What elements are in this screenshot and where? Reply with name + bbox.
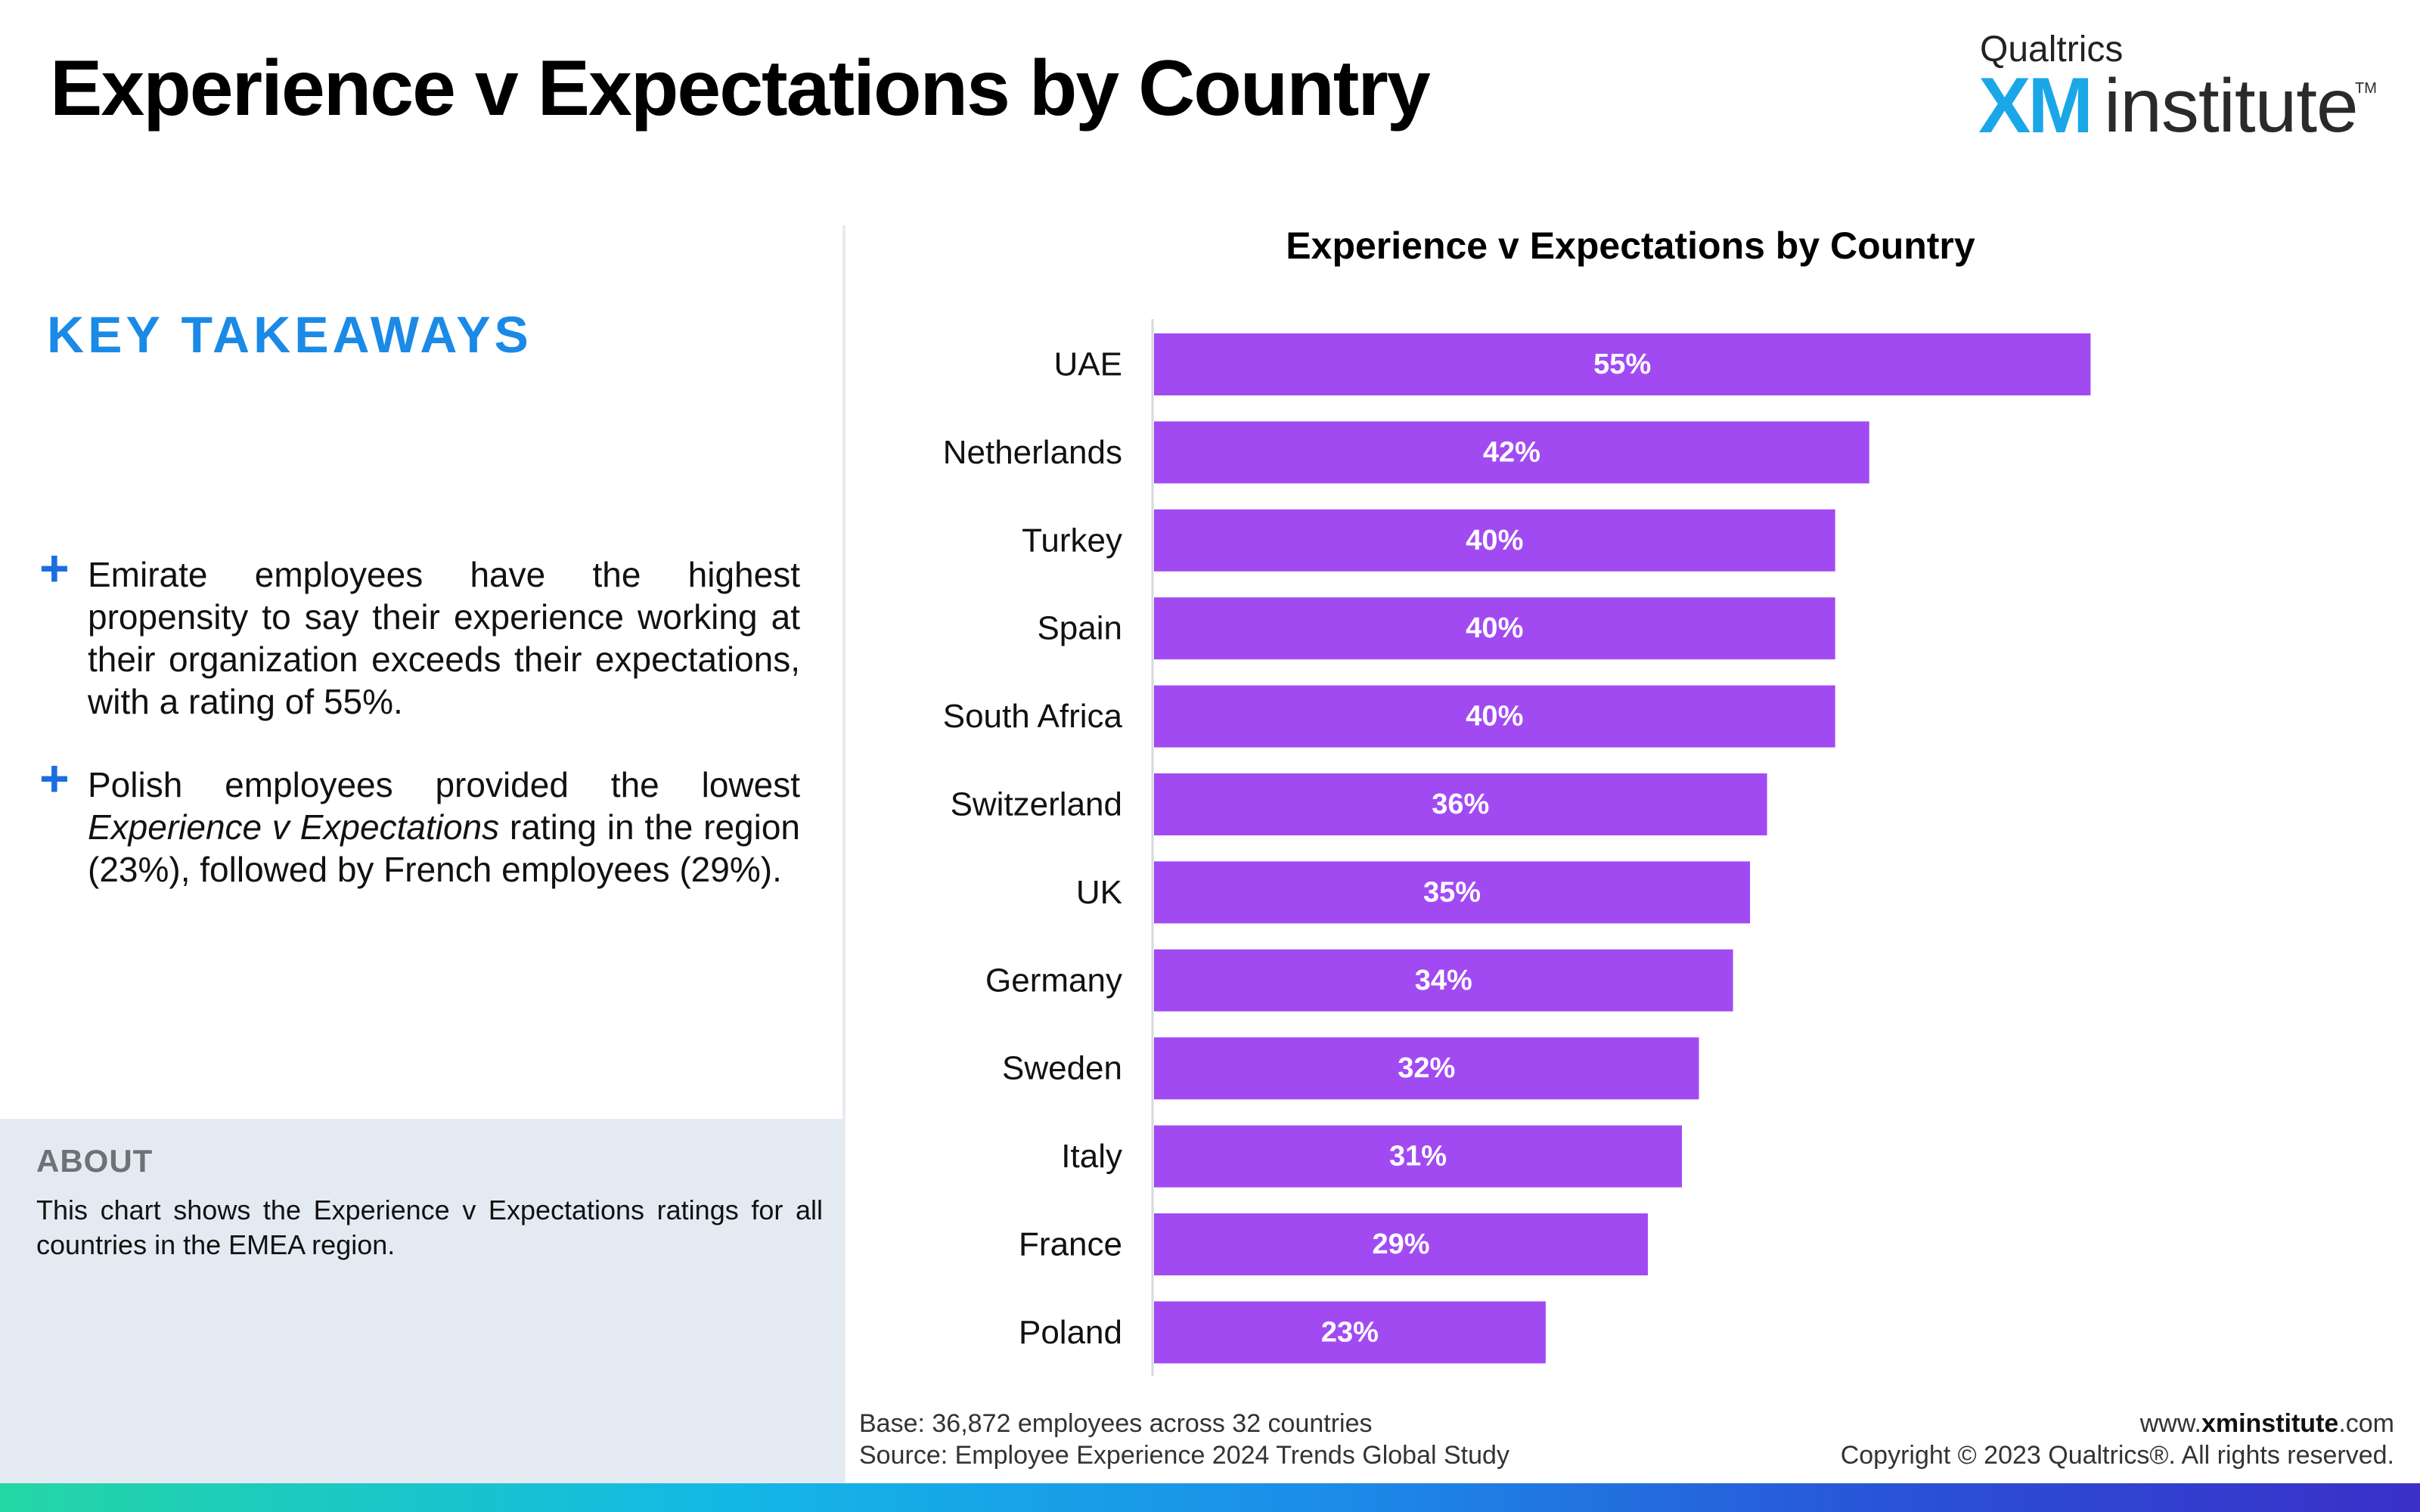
category-label: Switzerland (951, 786, 1122, 823)
panel-divider (842, 225, 845, 1495)
bar-value-label: 35% (1423, 876, 1481, 908)
bar-spain (1154, 597, 1835, 660)
logo-institute-word: institute (2104, 64, 2359, 148)
category-label: South Africa (943, 698, 1123, 735)
bar-value-label: 40% (1466, 701, 1523, 733)
category-label: UAE (1054, 346, 1122, 383)
category-label: UK (1076, 874, 1122, 911)
bar-germany (1154, 949, 1733, 1012)
about-heading: ABOUT (36, 1143, 154, 1179)
footer-website-prefix: www. (2139, 1409, 2201, 1438)
chart-title: Experience v Expectations by Country (1286, 225, 1975, 267)
bar-switzerland (1154, 773, 1767, 835)
category-label: Netherlands (943, 434, 1122, 471)
footer-website-suffix: .com (2338, 1409, 2394, 1438)
bar-value-label: 40% (1466, 525, 1523, 556)
bar-italy (1154, 1125, 1683, 1188)
category-label: France (1019, 1226, 1122, 1263)
bar-uae (1154, 333, 2091, 395)
category-label: Spain (1037, 610, 1122, 647)
bar-value-label: 34% (1415, 965, 1472, 996)
xm-institute-logo: Qualtrics XM institute TM (1978, 29, 2377, 150)
bar-value-label: 23% (1321, 1316, 1379, 1348)
takeaway-item: + Emirate employees have the highest pro… (39, 543, 800, 723)
category-label: Poland (1019, 1314, 1122, 1351)
category-label: Turkey (1022, 522, 1122, 559)
bar-chart: Experience v Expectations by Country UAE… (943, 225, 2091, 1376)
takeaway-text-part: rating in the region (23%), followed by … (88, 807, 800, 889)
bar-france (1154, 1213, 1648, 1275)
takeaway-text-italic: Experience v Expectations (88, 807, 500, 847)
bar-value-label: 40% (1466, 612, 1523, 644)
bar-value-label: 36% (1432, 789, 1489, 820)
about-text: This chart shows the Experience v Expect… (36, 1194, 823, 1260)
bar-poland (1154, 1301, 1546, 1364)
footer-website[interactable]: www.xminstitute.com (2140, 1409, 2394, 1439)
key-takeaways-heading: KEY TAKEAWAYS (47, 306, 532, 364)
plus-icon: + (39, 750, 70, 807)
takeaway-text: Emirate employees have the highest prope… (88, 555, 800, 721)
bar-value-label: 29% (1372, 1228, 1429, 1260)
takeaway-text: Polish employees provided the lowest Exp… (88, 764, 800, 891)
footer-base-note: Base: 36,872 employees across 32 countri… (859, 1409, 1373, 1438)
bar-uk (1154, 861, 1751, 924)
about-panel: ABOUT This chart shows the Experience v … (0, 1119, 842, 1485)
bar-value-label: 31% (1389, 1141, 1447, 1173)
logo-company-name: Qualtrics (1980, 29, 2124, 70)
bar-sweden (1154, 1037, 1699, 1100)
bar-netherlands (1154, 421, 1869, 484)
takeaway-item: + Polish employees provided the lowest E… (39, 753, 800, 891)
category-label: Italy (1061, 1138, 1122, 1175)
bar-value-label: 32% (1398, 1052, 1455, 1084)
footer-source-note: Source: Employee Experience 2024 Trends … (859, 1441, 1509, 1470)
bar-value-label: 55% (1593, 349, 1651, 380)
category-label: Germany (985, 962, 1122, 999)
page-title: Experience v Expectations by Country (50, 45, 1431, 132)
plus-icon: + (39, 540, 70, 597)
logo-trademark: TM (2355, 80, 2377, 97)
footer-copyright: Copyright © 2023 Qualtrics®. All rights … (1840, 1441, 2394, 1470)
takeaway-text-part: Polish employees provided the lowest (88, 765, 800, 804)
bar-turkey (1154, 509, 1835, 572)
logo-xm-mark: XM (1978, 62, 2093, 150)
footer-website-domain: xminstitute (2201, 1409, 2339, 1438)
bottom-gradient-bar (0, 1483, 2420, 1512)
category-label: Sweden (1002, 1050, 1122, 1087)
bar-value-label: 42% (1483, 436, 1540, 468)
bar-south-africa (1154, 685, 1835, 748)
